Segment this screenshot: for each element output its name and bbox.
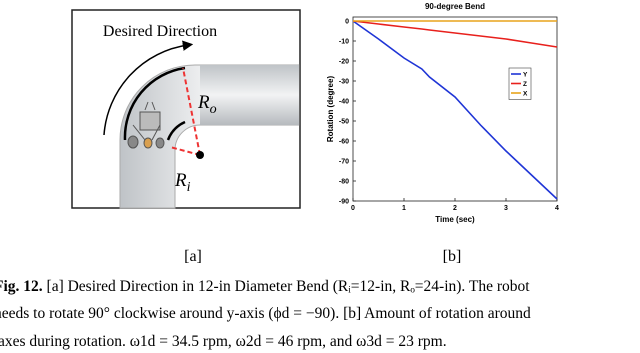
y-tick-label: 0 [345, 19, 349, 26]
outer-arc [123, 66, 186, 141]
outer-radius-label: Ro [197, 92, 217, 117]
caption: Fig. 12. [a] Desired Direction in 12-in … [0, 278, 531, 350]
panel-tag: [a] [184, 248, 202, 265]
center-point [196, 151, 204, 159]
y-tick-label: -30 [339, 79, 349, 86]
x-tick-label: 4 [555, 205, 559, 212]
caption-line: axes during rotation. ω1d = 34.5 rpm, ω2… [0, 333, 447, 350]
panel-a: Desired Direction Ro Ri [71, 9, 301, 209]
panel-tag: [b] [443, 248, 462, 265]
direction-label: Desired Direction [103, 23, 217, 40]
legend-label: Y [523, 72, 528, 79]
y-tick-label: -40 [339, 99, 349, 106]
y-tick-label: -70 [339, 159, 349, 166]
y-tick-label: -80 [339, 179, 349, 186]
y-tick-label: -90 [339, 199, 349, 206]
direction-arrow [103, 40, 194, 136]
y-tick-label: -20 [339, 59, 349, 66]
x-tick-label: 1 [402, 205, 406, 212]
caption-text: [a] Desired Direction in 12-in Diameter … [43, 278, 531, 295]
chart: 90-degree Bend Time (sec) Rotation (degree… [326, 2, 559, 224]
y-tick-label: -10 [339, 39, 349, 46]
symbol: R [174, 170, 187, 191]
symbol: R [197, 92, 210, 113]
caption-label: Fig. 12. [0, 278, 43, 295]
robot [127, 101, 165, 149]
x-tick-label: 3 [504, 205, 508, 212]
legend-label: X [523, 91, 528, 98]
inner-arc [166, 120, 186, 141]
caption-line: needs to rotate 90° clockwise around y-a… [0, 305, 531, 322]
outer-radius-line [182, 67, 201, 156]
inner-radius-label: Ri [174, 170, 191, 195]
inner-radius-line [169, 146, 201, 156]
caption-line: Fig. 12. [a] Desired Direction in 12-in … [0, 278, 530, 295]
series-line [352, 20, 558, 48]
plot-area [352, 16, 558, 202]
y-tick-label: -50 [339, 119, 349, 126]
x-tick-label: 0 [351, 205, 355, 212]
chart-title: 90-degree Bend [425, 2, 485, 11]
y-axis-label: Rotation (degree) [326, 76, 335, 143]
pipe-horizontal [200, 65, 299, 125]
subscript: i [187, 180, 191, 195]
x-axis-label: Time (sec) [435, 215, 475, 224]
subscript: o [210, 102, 217, 117]
legend: YZX [508, 67, 532, 100]
legend-label: Z [523, 81, 527, 88]
series-line [352, 20, 558, 200]
x-tick-label: 2 [453, 205, 457, 212]
y-tick-label: -60 [339, 139, 349, 146]
